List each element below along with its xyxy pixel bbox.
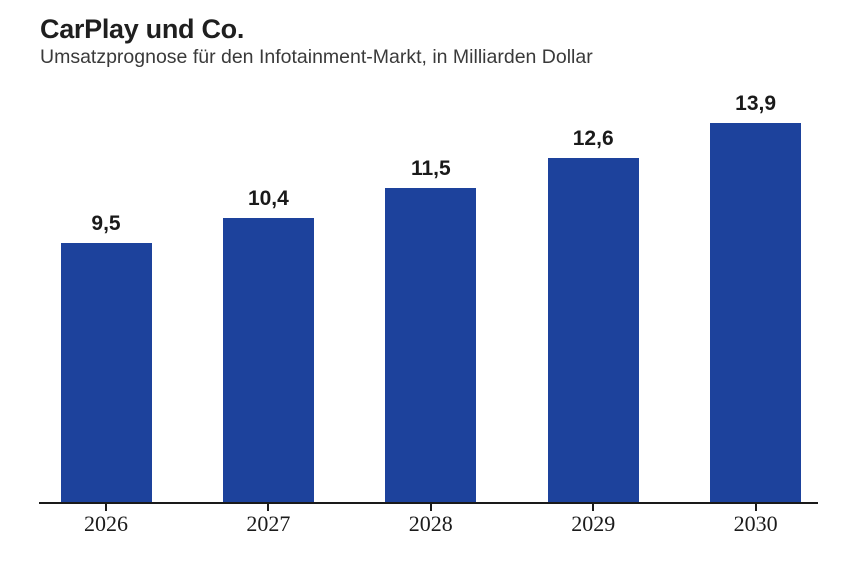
bar [60,242,152,502]
bar-value-label: 12,6 [572,127,614,151]
x-axis-label: 2027 [246,511,291,536]
x-axis-label: 2030 [733,511,778,536]
chart-title: CarPlay und Co. [40,14,245,44]
axis-tick [429,504,432,511]
bar [385,188,477,502]
axis-tick [267,504,270,511]
axis-tick [754,504,757,511]
bar-value-label: 9,5 [91,211,121,235]
bar-value-label: 10,4 [247,187,289,211]
x-axis-label: 2026 [84,511,128,536]
x-axis-line [39,502,818,504]
bar [710,122,802,502]
axis-tick [592,504,595,511]
axis-tick [105,504,107,511]
bar [222,218,314,502]
bar-value-label: 11,5 [410,157,451,181]
bar [547,158,639,502]
chart-subtitle: Umsatzprognose für den Infotainment-Mark… [40,46,593,68]
x-axis-label: 2029 [571,511,616,536]
x-axis-label: 2028 [408,511,453,536]
bar-value-label: 13,9 [735,91,777,115]
